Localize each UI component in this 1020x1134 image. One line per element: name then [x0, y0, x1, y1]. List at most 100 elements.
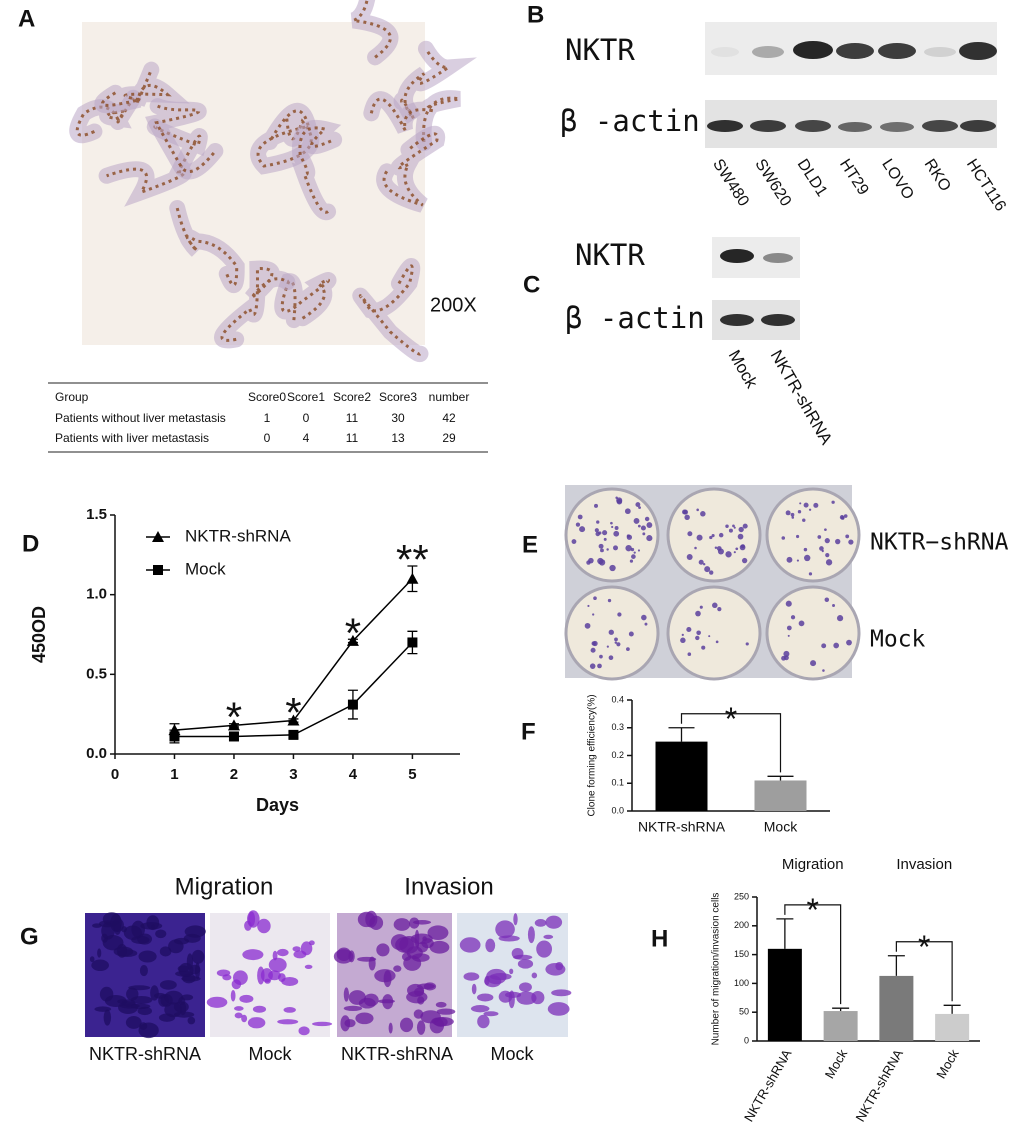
colony	[613, 530, 620, 537]
colony	[686, 626, 692, 633]
error-bar	[943, 1004, 961, 1014]
cell-cluster	[403, 955, 422, 971]
colony	[609, 564, 616, 572]
cell-cluster	[91, 959, 109, 972]
colony	[594, 503, 598, 508]
colony	[592, 613, 595, 616]
cell-cluster	[414, 929, 420, 948]
cell-cluster	[417, 996, 425, 1005]
colony	[588, 557, 594, 564]
cell-cluster	[485, 938, 496, 953]
cell-cluster	[194, 962, 200, 980]
cell-cluster	[395, 937, 414, 953]
bar	[655, 741, 708, 811]
significance: *	[807, 892, 819, 928]
colony	[786, 556, 793, 563]
blot-band	[838, 122, 872, 132]
x-tick-label: Mock	[822, 1046, 851, 1081]
colony	[804, 554, 811, 562]
colony	[644, 516, 650, 522]
cell-cluster	[416, 1020, 426, 1035]
x-tick-label: 3	[289, 766, 297, 783]
colony-plate	[564, 485, 861, 681]
colony	[822, 669, 825, 672]
blot-band	[793, 41, 833, 59]
cell-cluster	[150, 985, 159, 1001]
colony	[741, 557, 748, 564]
blot-band	[720, 314, 754, 326]
colony	[626, 534, 633, 540]
error-bar	[776, 918, 794, 949]
colony	[817, 535, 822, 539]
cell-cluster	[536, 940, 553, 958]
western-blot	[705, 22, 997, 148]
colony	[825, 559, 833, 566]
tissue-stain	[175, 207, 239, 287]
colony	[796, 559, 799, 562]
colony	[785, 600, 792, 607]
colony	[608, 629, 614, 635]
colony	[629, 559, 634, 563]
colony	[615, 496, 618, 499]
table-cell: 4	[303, 431, 310, 445]
cell-cluster	[417, 983, 435, 990]
colony	[699, 605, 703, 609]
cell-cluster	[101, 933, 109, 943]
colony	[725, 551, 732, 558]
legend-label: Mock	[185, 559, 226, 578]
tissue-stain	[101, 69, 172, 107]
cell-cluster	[517, 959, 534, 969]
x-tick-label: 4	[349, 766, 358, 783]
y-tick-label: 250	[734, 891, 749, 901]
panel-label: H	[651, 925, 668, 952]
cell-cluster	[164, 1002, 183, 1018]
protein-label: β -actin	[560, 104, 700, 138]
score-table	[48, 382, 488, 453]
colony	[803, 547, 808, 552]
cell-cluster	[495, 920, 515, 939]
x-tick-label: NKTR-shRNA	[853, 1046, 907, 1124]
colony	[638, 506, 641, 510]
cell-cluster	[181, 994, 194, 1001]
cell-cluster	[260, 968, 273, 983]
cell-cluster	[382, 994, 394, 1010]
cell-cluster	[252, 1005, 267, 1013]
image-caption: Mock	[490, 1044, 534, 1064]
y-tick-label: 150	[734, 949, 749, 959]
colony	[616, 642, 621, 647]
lane-label: Mock	[725, 347, 762, 392]
cell-cluster	[547, 1002, 570, 1016]
colony	[833, 642, 840, 649]
cell-cluster	[184, 925, 206, 938]
magnification: 200X	[430, 294, 477, 316]
significance-bracket	[784, 904, 842, 1005]
cell-cluster	[477, 993, 494, 1002]
colony	[702, 562, 706, 566]
significance: *	[226, 694, 242, 741]
colony	[606, 645, 609, 648]
colony	[848, 539, 854, 545]
cell-cluster	[222, 974, 232, 981]
colony	[732, 524, 735, 528]
colony	[808, 572, 813, 576]
blot-band	[922, 120, 958, 132]
significance: *	[345, 609, 361, 656]
lane-label: DLD1	[794, 156, 831, 200]
cell-cluster	[427, 925, 449, 941]
colony	[682, 509, 688, 515]
error-bar	[832, 1007, 850, 1012]
y-tick-label: 0.0	[86, 745, 107, 762]
y-tick-label: 0.3	[611, 722, 624, 732]
y-axis-label: Clone forming efficiency(%)	[587, 694, 598, 816]
colony	[781, 536, 786, 540]
cell-cluster	[168, 939, 184, 954]
colony	[603, 537, 607, 541]
colony	[733, 526, 736, 529]
blot-band	[878, 43, 916, 59]
colony	[599, 654, 603, 659]
row-label: Mock	[870, 627, 926, 653]
colony	[597, 663, 602, 669]
cell-cluster	[277, 1019, 299, 1025]
cell-cluster	[393, 918, 411, 931]
bar	[767, 948, 802, 1041]
